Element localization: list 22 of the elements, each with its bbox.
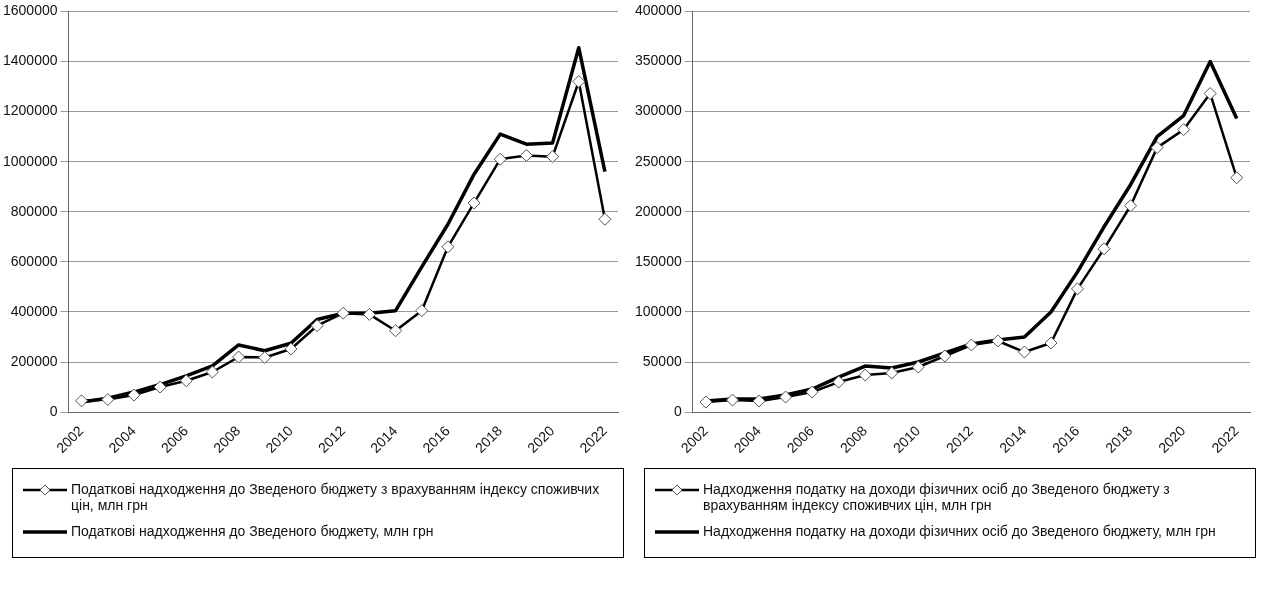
y-tick-label: 100000 xyxy=(635,302,682,319)
y-tick-label: 0 xyxy=(49,402,58,419)
y-tick-label: 200000 xyxy=(10,352,58,369)
y-tick-label: 50000 xyxy=(642,352,682,369)
y-tick-label: 1400000 xyxy=(2,52,58,69)
y-tick-label: 1200000 xyxy=(2,102,58,119)
y-tick-label: 150000 xyxy=(635,252,682,269)
y-tick-label: 0 xyxy=(673,402,682,419)
y-tick-label: 350000 xyxy=(635,52,682,69)
legend-label: Податкові надходження до Зведеного бюджету, млн грн xyxy=(71,523,434,539)
y-tick-label: 300000 xyxy=(635,102,682,119)
y-tick-label: 1600000 xyxy=(2,2,58,19)
y-tick-label: 250000 xyxy=(635,152,682,169)
legend-label: Податкові надходження до Зведеного бюджету з врахуванням індексу споживчих цін, млн грн xyxy=(71,481,601,513)
y-tick-label: 400000 xyxy=(10,302,58,319)
y-tick-label: 800000 xyxy=(10,202,58,219)
legend-label: Надходження податку на доходи фізичних осіб до Зведеного бюджету з врахуванням індексу споживчих цін, млн грн xyxy=(703,481,1171,513)
legend-label: Надходження податку на доходи фізичних осіб до Зведеного бюджету, млн грн xyxy=(703,523,1216,539)
y-tick-label: 400000 xyxy=(635,2,682,19)
y-tick-label: 1000000 xyxy=(2,152,58,169)
y-tick-label: 200000 xyxy=(635,202,682,219)
y-tick-label: 600000 xyxy=(10,252,58,269)
